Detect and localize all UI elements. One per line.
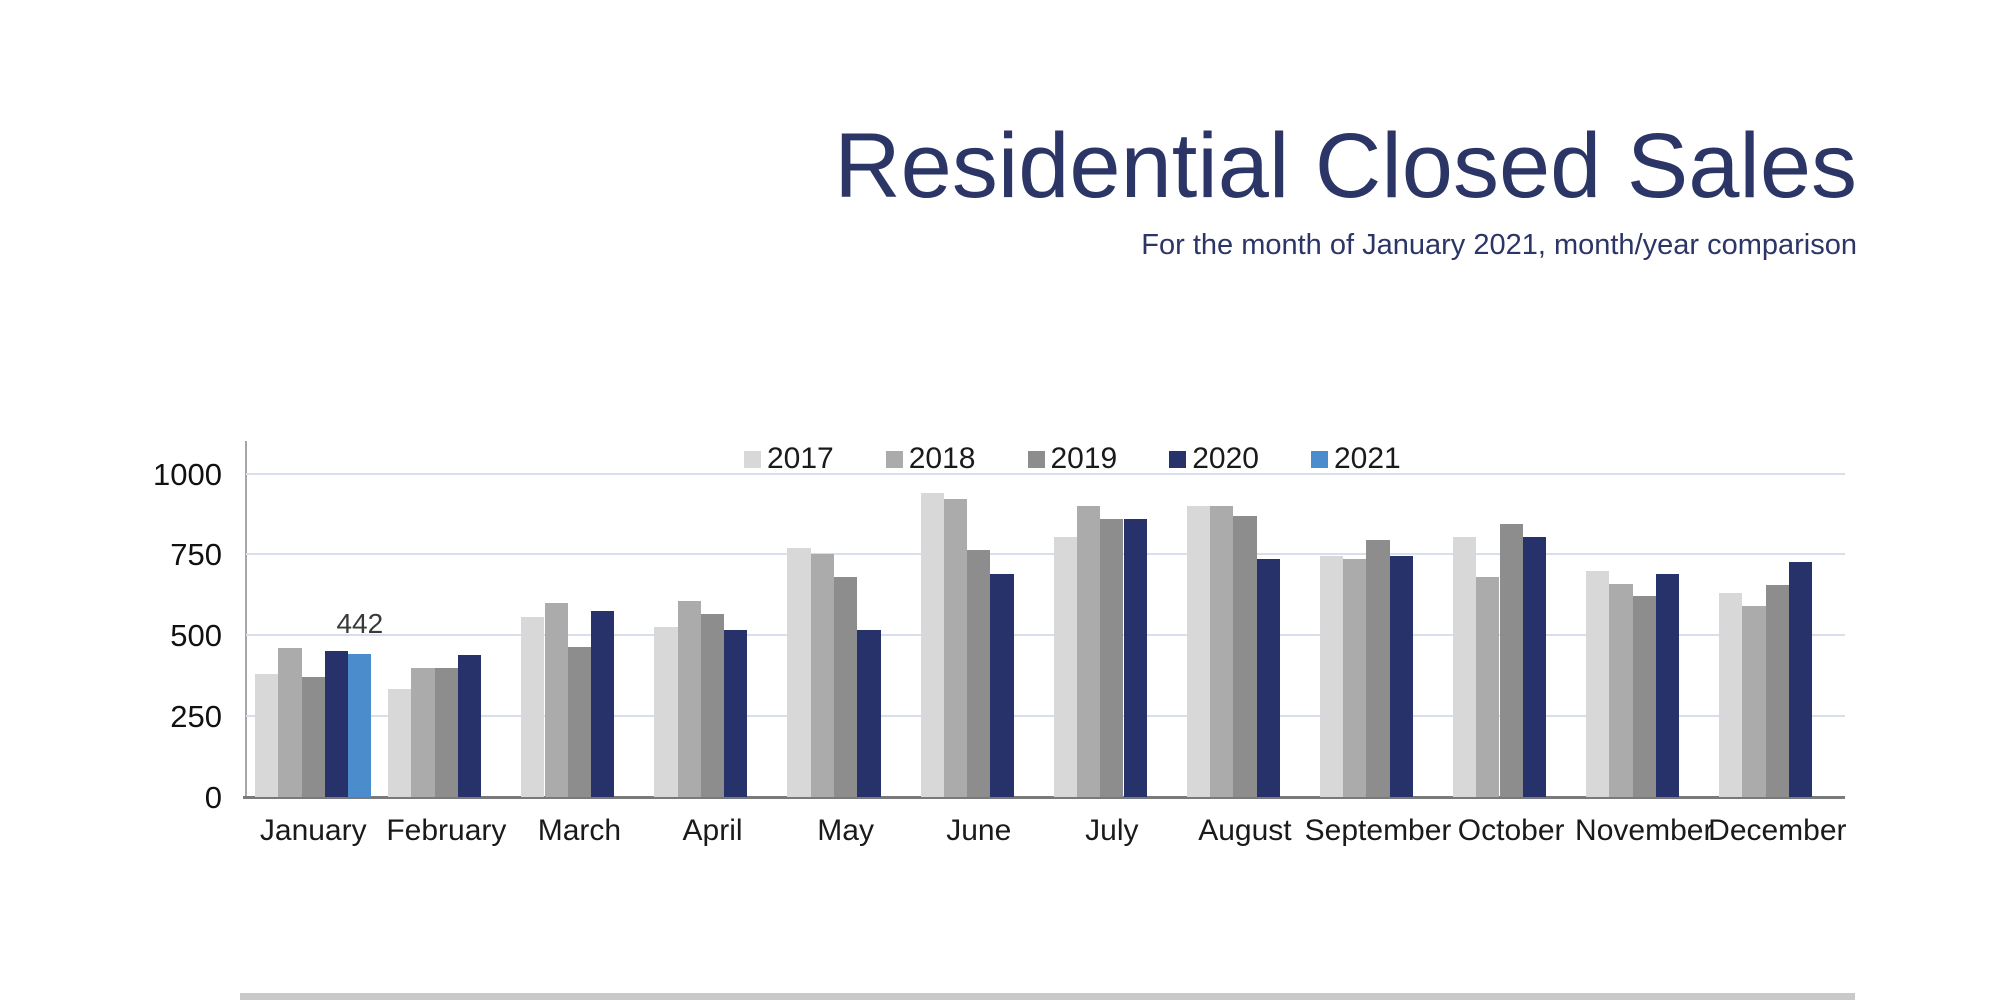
x-axis-label-november: November <box>1575 814 1714 847</box>
gridline <box>246 472 1845 475</box>
bar-2020-july <box>1123 518 1147 797</box>
bar-2018-january <box>278 648 302 797</box>
bar-2021-january <box>348 654 372 797</box>
x-axis-line <box>243 796 1845 799</box>
bar-2019-december <box>1765 585 1789 797</box>
x-axis-label-august: August <box>1198 814 1292 847</box>
y-axis-label-500: 500 <box>170 618 222 654</box>
bar-2017-september <box>1319 556 1344 797</box>
legend-item-2018: 2018 <box>885 442 976 475</box>
legend-item-2017: 2017 <box>744 444 834 474</box>
legend-label-2019: 2019 <box>1050 442 1118 475</box>
x-axis-label-october: October <box>1457 814 1565 847</box>
bar-2019-october <box>1499 523 1523 797</box>
legend-swatch-2020 <box>1169 450 1187 468</box>
gridline <box>246 634 1845 637</box>
bar-2018-june <box>943 499 968 797</box>
bar-2020-april <box>724 630 748 797</box>
bar-2018-july <box>1076 505 1101 797</box>
bar-2019-november <box>1632 596 1656 797</box>
bar-2019-january <box>301 677 325 797</box>
legend-item-2019: 2019 <box>1027 442 1118 475</box>
bar-2019-march <box>567 646 592 797</box>
bar-2019-may <box>834 577 858 797</box>
bar-2017-december <box>1719 593 1743 797</box>
bar-2020-june <box>990 573 1014 797</box>
bar-2020-august <box>1256 559 1280 797</box>
bar-2018-november <box>1609 583 1633 797</box>
bar-2017-may <box>787 547 811 797</box>
bar-2018-october <box>1476 577 1500 797</box>
y-axis-label-750: 750 <box>170 537 222 573</box>
x-axis-label-june: June <box>946 814 1012 847</box>
bar-2017-february <box>388 688 412 797</box>
x-axis-label-february: February <box>386 814 507 847</box>
x-axis-label-september: September <box>1304 814 1452 847</box>
legend-label-2020: 2020 <box>1192 442 1259 475</box>
y-axis-label-0: 0 <box>204 780 222 815</box>
chart-legend: 2017 2018 2019 2020 2021 <box>744 444 1401 474</box>
legend-item-2020: 2020 <box>1169 444 1259 474</box>
bar-2018-august <box>1210 505 1234 797</box>
legend-swatch-2018 <box>885 450 903 468</box>
value-label: 442 <box>336 608 384 640</box>
bar-2020-november <box>1655 573 1680 797</box>
gridline <box>246 553 1845 556</box>
x-axis-label-march: March <box>537 814 622 847</box>
bar-2019-september <box>1366 539 1390 797</box>
bar-2020-january <box>324 651 349 797</box>
bar-2019-july <box>1100 518 1124 797</box>
bar-2018-february <box>411 667 435 797</box>
bar-2017-april <box>654 627 678 797</box>
legend-swatch-2017 <box>744 450 761 468</box>
y-axis-label-250: 250 <box>170 699 222 735</box>
bar-2019-february <box>434 667 458 797</box>
bar-2018-may <box>810 554 834 797</box>
legend-item-2021: 2021 <box>1311 444 1401 474</box>
chart-header: Residential Closed Sales For the month o… <box>834 118 1857 262</box>
chart-subtitle: For the month of January 2021, month/yea… <box>1141 228 1857 261</box>
bar-2018-december <box>1742 606 1766 797</box>
legend-label-2018: 2018 <box>908 442 976 475</box>
bar-2018-march <box>544 602 568 797</box>
bottom-border-strip <box>240 993 1855 1000</box>
bar-2018-september <box>1343 559 1367 797</box>
bar-2017-august <box>1186 505 1210 797</box>
x-axis-label-april: April <box>682 814 743 847</box>
legend-swatch-2019 <box>1027 450 1045 468</box>
y-axis-line <box>245 441 247 797</box>
bar-2018-april <box>677 601 701 797</box>
bar-2020-december <box>1789 562 1813 797</box>
bar-2020-september <box>1389 556 1413 797</box>
bar-2019-august <box>1233 515 1257 797</box>
bar-2020-may <box>857 630 881 797</box>
chart-title: Residential Closed Sales <box>834 115 1857 217</box>
x-axis-label-july: July <box>1085 814 1139 847</box>
bar-2020-march <box>591 611 615 797</box>
bar-2017-january <box>255 674 279 797</box>
bar-2019-june <box>967 549 991 797</box>
plot-area: 442 <box>243 441 1845 799</box>
bar-2017-march <box>521 617 545 797</box>
y-axis-label-1000: 1000 <box>153 456 222 492</box>
bar-2017-november <box>1586 570 1610 797</box>
bar-2019-april <box>700 614 725 797</box>
legend-label-2021: 2021 <box>1334 442 1401 475</box>
bar-2017-july <box>1053 536 1077 797</box>
gridline <box>246 715 1845 718</box>
legend-label-2017: 2017 <box>767 442 834 475</box>
x-axis-label-may: May <box>817 814 874 847</box>
legend-swatch-2021 <box>1311 450 1328 468</box>
bar-2020-february <box>458 654 482 797</box>
bar-2017-june <box>920 492 944 797</box>
bar-2017-october <box>1452 536 1477 797</box>
x-axis-label-december: December <box>1708 814 1847 847</box>
x-axis-label-january: January <box>259 814 367 847</box>
bar-2020-october <box>1522 536 1547 797</box>
